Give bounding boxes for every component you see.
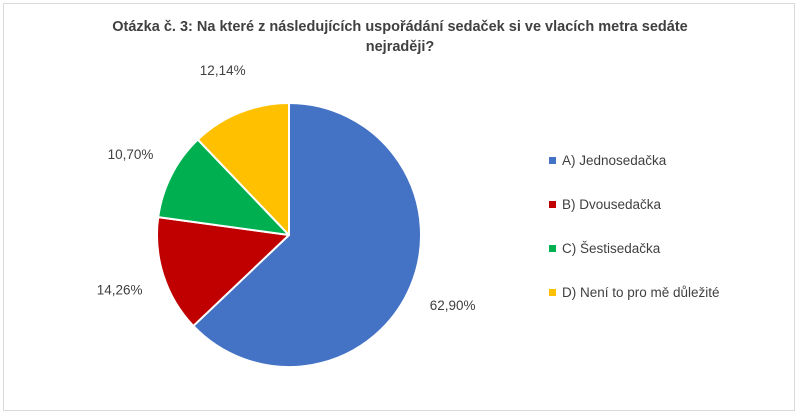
legend-item-c: C) Šestisedačka xyxy=(549,238,789,282)
pie-slices xyxy=(155,102,423,368)
legend-label-c: C) Šestisedačka xyxy=(562,241,661,256)
pie-slice-b xyxy=(155,216,290,327)
legend-swatch-d xyxy=(549,289,556,296)
data-label-b: 14,26% xyxy=(97,283,143,298)
legend-item-b: B) Dvousedačka xyxy=(549,194,789,238)
legend-swatch-c xyxy=(549,245,556,252)
chart-title-line-1: Otázka č. 3: Na které z následujících us… xyxy=(112,19,688,35)
legend-label-a: A) Jednosedačka xyxy=(562,153,667,168)
pie-slice-a xyxy=(192,102,423,368)
pie-slice-c xyxy=(157,138,290,236)
data-label-a: 62,90% xyxy=(430,298,476,313)
data-label-d: 12,14% xyxy=(200,63,246,78)
legend-label-b: B) Dvousedačka xyxy=(562,197,662,212)
legend-swatch-b xyxy=(549,201,556,208)
legend-item-a: A) Jednosedačka xyxy=(549,150,789,194)
legend: A) Jednosedačka B) Dvousedačka C) Šestis… xyxy=(549,150,789,326)
chart-title-line-2: nejraději? xyxy=(365,39,435,55)
legend-swatch-a xyxy=(549,157,556,164)
legend-item-d: D) Není to pro mě důležité xyxy=(549,282,789,326)
data-label-c: 10,70% xyxy=(108,147,154,162)
legend-label-d: D) Není to pro mě důležité xyxy=(562,285,720,300)
chart-title: Otázka č. 3: Na které z následujících us… xyxy=(0,17,800,57)
pie-data-labels: 62,90% 14,26% 10,70% 12,14% xyxy=(97,63,476,313)
pie-slice-d xyxy=(196,102,290,236)
